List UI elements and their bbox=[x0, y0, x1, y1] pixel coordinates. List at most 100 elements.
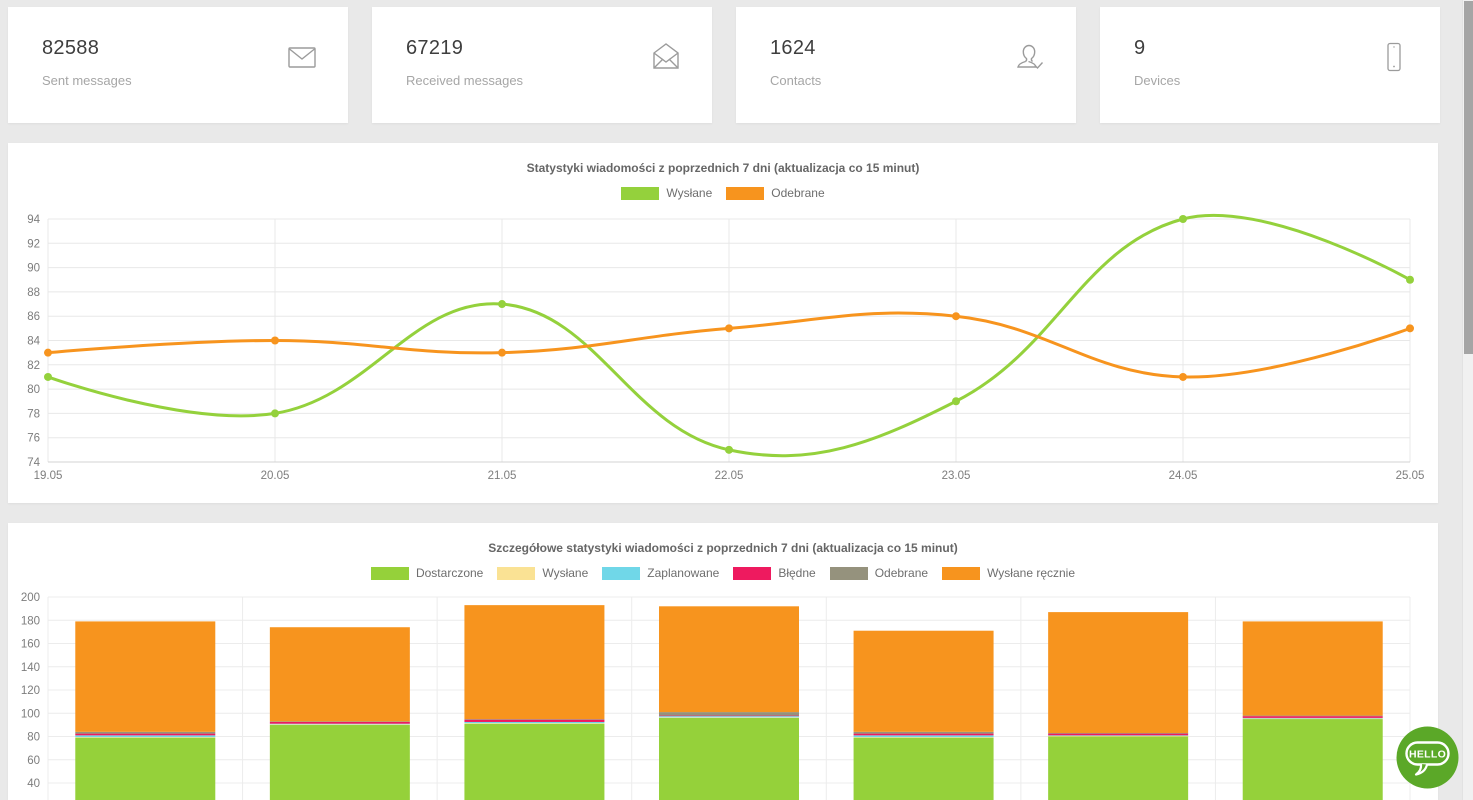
svg-text:19.05: 19.05 bbox=[34, 470, 63, 482]
vertical-scrollbar[interactable] bbox=[1462, 0, 1473, 800]
bar-chart-title: Szczegółowe statystyki wiadomości z popr… bbox=[488, 541, 958, 555]
scrollbar-thumb[interactable] bbox=[1464, 1, 1473, 354]
bar-segment-3 bbox=[269, 721, 410, 724]
hello-chat-button[interactable]: HELLO bbox=[1396, 726, 1459, 789]
smartphone-icon bbox=[1378, 41, 1410, 73]
bar-segment-5 bbox=[75, 621, 216, 732]
bar-segment-0 bbox=[75, 737, 216, 800]
bar-segment-0 bbox=[269, 724, 410, 800]
line-legend-item-0[interactable]: Wysłane bbox=[621, 186, 712, 200]
legend-label: Dostarczone bbox=[415, 566, 484, 580]
hello-button-circle bbox=[1396, 726, 1459, 789]
bar-segment-5 bbox=[853, 630, 994, 732]
bar-segment-3 bbox=[1242, 716, 1383, 718]
svg-text:160: 160 bbox=[21, 639, 40, 651]
bar-segment-2 bbox=[1048, 735, 1189, 736]
svg-text:22.05: 22.05 bbox=[715, 470, 744, 482]
bar-legend-item-0[interactable]: Dostarczone bbox=[370, 566, 484, 580]
bar-segment-4 bbox=[1048, 733, 1189, 734]
data-point bbox=[44, 348, 52, 357]
legend-swatch bbox=[621, 186, 660, 200]
legend-swatch bbox=[733, 566, 772, 580]
stat-card-received-messages: 67219 Received messages bbox=[372, 7, 712, 123]
bar-legend-item-4[interactable]: Odebrane bbox=[829, 566, 929, 580]
mail-closed-icon bbox=[286, 41, 318, 73]
bar-segment-2 bbox=[269, 723, 410, 725]
received-messages-value: 67219 bbox=[406, 37, 464, 59]
bar-segment-2 bbox=[853, 735, 994, 738]
legend-swatch bbox=[370, 566, 409, 580]
bar-segment-3 bbox=[464, 719, 605, 722]
bar-segment-5 bbox=[464, 605, 605, 720]
bar-segment-0 bbox=[1048, 736, 1189, 800]
bar-legend-item-2[interactable]: Zaplanowane bbox=[602, 566, 719, 580]
data-point bbox=[498, 348, 506, 357]
bar-5 bbox=[1048, 612, 1189, 800]
svg-text:20.05: 20.05 bbox=[261, 470, 290, 482]
legend-label: Odebrane bbox=[874, 566, 929, 580]
bar-segment-4 bbox=[75, 731, 216, 734]
svg-text:90: 90 bbox=[27, 263, 40, 275]
bar-legend-item-3[interactable]: Błędne bbox=[733, 566, 816, 580]
svg-text:88: 88 bbox=[27, 287, 40, 299]
data-point bbox=[952, 397, 960, 406]
svg-text:84: 84 bbox=[27, 336, 40, 348]
svg-text:60: 60 bbox=[27, 755, 40, 767]
bar-3 bbox=[659, 606, 799, 800]
svg-text:25.05: 25.05 bbox=[1396, 470, 1425, 482]
bar-segment-1 bbox=[1242, 718, 1383, 720]
bar-segment-1 bbox=[75, 737, 216, 738]
legend-swatch bbox=[829, 566, 868, 580]
stat-card-devices: 9 Devices bbox=[1100, 7, 1440, 123]
bar-chart-panel: Szczegółowe statystyki wiadomości z popr… bbox=[8, 523, 1438, 800]
bar-segment-5 bbox=[1242, 621, 1383, 716]
line-chart-panel: Statystyki wiadomości z poprzednich 7 dn… bbox=[8, 143, 1438, 503]
speech-bubble-tail bbox=[1414, 763, 1429, 776]
svg-text:200: 200 bbox=[21, 592, 40, 604]
line-chart-title: Statystyki wiadomości z poprzednich 7 dn… bbox=[526, 161, 920, 175]
bar-segment-4 bbox=[1242, 715, 1383, 717]
contact-check-icon bbox=[1014, 41, 1046, 73]
svg-text:180: 180 bbox=[21, 615, 40, 627]
bar-segment-3 bbox=[1048, 733, 1189, 736]
legend-swatch bbox=[942, 566, 981, 580]
bar-6 bbox=[1242, 621, 1383, 800]
line-series-1 bbox=[44, 311, 1414, 381]
data-point bbox=[271, 336, 279, 345]
bar-segment-4 bbox=[464, 719, 605, 720]
svg-text:80: 80 bbox=[27, 384, 40, 396]
line-chart-legend: Wysłane Odebrane bbox=[8, 186, 1438, 200]
legend-swatch bbox=[497, 566, 536, 580]
bar-legend-item-5[interactable]: Wysłane ręcznie bbox=[942, 566, 1075, 580]
data-point bbox=[1406, 275, 1414, 284]
bar-segment-4 bbox=[269, 721, 410, 722]
bar-2 bbox=[464, 605, 605, 800]
svg-text:21.05: 21.05 bbox=[488, 470, 517, 482]
data-point bbox=[725, 445, 733, 454]
bar-segment-1 bbox=[659, 717, 799, 718]
svg-text:120: 120 bbox=[21, 685, 40, 697]
legend-swatch bbox=[726, 186, 765, 200]
svg-text:82: 82 bbox=[27, 360, 40, 372]
data-point bbox=[725, 324, 733, 333]
legend-label: Wysłane bbox=[666, 186, 713, 200]
sent-messages-label: Sent messages bbox=[42, 73, 132, 88]
bar-segment-3 bbox=[659, 715, 799, 717]
sent-messages-value: 82588 bbox=[42, 37, 100, 59]
data-point bbox=[1406, 324, 1414, 333]
line-legend-item-1[interactable]: Odebrane bbox=[726, 186, 825, 200]
devices-label: Devices bbox=[1134, 73, 1181, 88]
svg-text:74: 74 bbox=[27, 457, 40, 469]
contacts-label: Contacts bbox=[770, 73, 822, 88]
svg-text:86: 86 bbox=[27, 311, 40, 323]
bar-legend-item-1[interactable]: Wysłane bbox=[497, 566, 588, 580]
bar-4 bbox=[853, 630, 994, 800]
bar-segment-1 bbox=[269, 724, 410, 725]
svg-text:140: 140 bbox=[21, 662, 40, 674]
legend-label: Wysłane ręcznie bbox=[987, 566, 1076, 580]
legend-label: Zaplanowane bbox=[647, 566, 720, 580]
hello-button-label: HELLO bbox=[1409, 749, 1446, 761]
bar-segment-0 bbox=[1242, 719, 1383, 800]
data-point bbox=[44, 372, 52, 381]
